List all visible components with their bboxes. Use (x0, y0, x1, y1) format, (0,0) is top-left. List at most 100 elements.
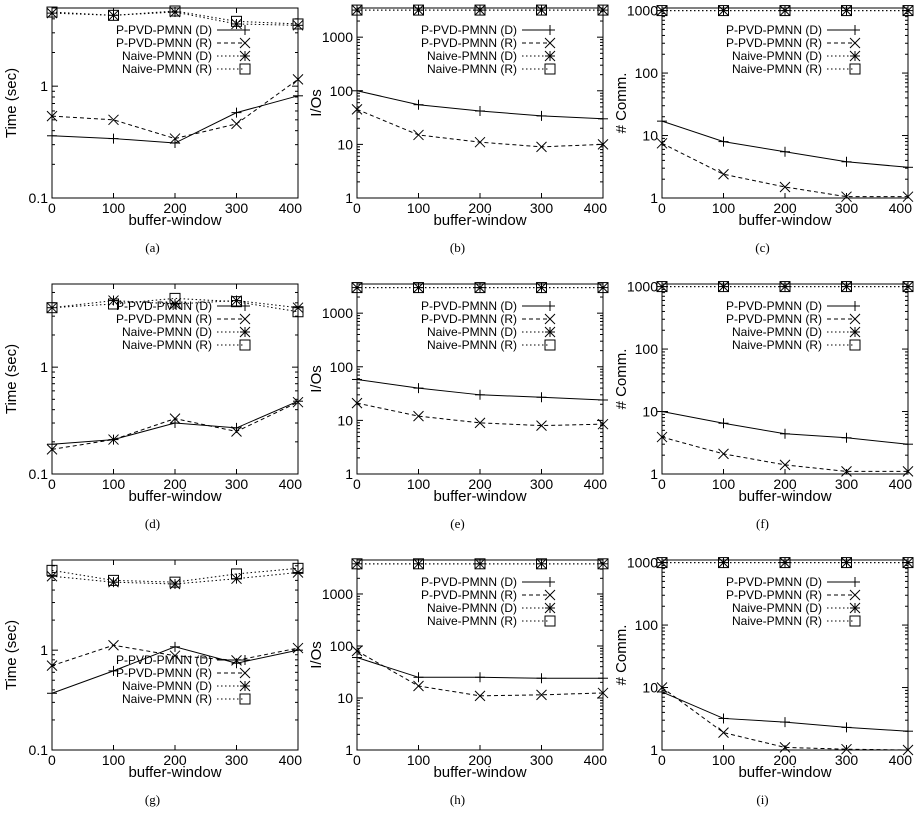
y-tick-label: 1 (650, 466, 658, 482)
data-point (718, 5, 729, 17)
data-point (169, 576, 181, 588)
series-line (51, 78, 299, 140)
legend-marker (544, 37, 556, 49)
legend: P-PVD-PMNN (D)P-PVD-PMNN (R)Naive-PMNN (… (116, 299, 251, 352)
legend-label: Naive-PMNN (R) (732, 338, 822, 352)
data-point (47, 130, 57, 141)
series-2 (351, 645, 609, 702)
x-tick-label: 0 (48, 752, 56, 768)
legend-label: Naive-PMNN (D) (122, 325, 212, 339)
data-point (902, 557, 914, 568)
data-point (47, 688, 57, 699)
data-point (841, 557, 852, 569)
data-point (780, 717, 790, 728)
subfigure-caption: (e) (450, 516, 465, 531)
y-tick-label: 100 (635, 65, 659, 81)
x-tick-label: 200 (468, 200, 492, 216)
legend-marker (545, 577, 555, 587)
data-point (598, 395, 608, 406)
y-axis-label: Time (sec) (3, 344, 20, 414)
subfigure-caption: (h) (449, 792, 466, 807)
data-point (597, 139, 609, 150)
data-point (46, 444, 58, 455)
data-point (108, 9, 119, 21)
x-tick-label: 300 (835, 200, 859, 216)
data-point (231, 107, 242, 118)
subfigure-caption: (a) (145, 240, 160, 255)
series-4 (351, 282, 609, 294)
x-axis-label: buffer-window (433, 212, 526, 229)
data-point (841, 281, 852, 293)
legend-label: P-PVD-PMNN (D) (421, 23, 517, 37)
x-tick-label: 300 (835, 752, 859, 768)
data-point (656, 137, 668, 149)
data-point (474, 282, 486, 293)
x-tick-label: 100 (407, 752, 431, 768)
data-point (108, 133, 119, 144)
x-tick-label: 0 (658, 752, 666, 768)
series-2 (46, 396, 304, 455)
series-2 (656, 682, 914, 756)
legend: P-PVD-PMNN (D)P-PVD-PMNN (R)Naive-PMNN (… (726, 575, 861, 628)
data-point (656, 5, 668, 17)
legend-marker (239, 313, 251, 325)
data-point (351, 4, 363, 16)
legend: P-PVD-PMNN (D)P-PVD-PMNN (R)Naive-PMNN (… (726, 23, 861, 76)
data-point (597, 558, 609, 570)
legend-marker (849, 50, 861, 62)
chart-8: 0 100 200 300 400 1 10 100 1000 buffer-window I/Os… (305, 552, 610, 828)
y-tick-label: 1000 (322, 29, 353, 45)
data-point (536, 141, 547, 153)
legend: P-PVD-PMNN (D)P-PVD-PMNN (R)Naive-PMNN (… (421, 23, 556, 76)
legend-marker (240, 301, 250, 311)
data-point (597, 687, 609, 699)
data-point (536, 110, 547, 121)
series-line (661, 436, 908, 472)
data-point (108, 434, 119, 445)
legend-marker (544, 50, 556, 62)
data-point (718, 281, 729, 293)
data-point (841, 466, 852, 477)
legend-label: P-PVD-PMNN (R) (421, 36, 517, 50)
data-point (46, 6, 58, 18)
series-2 (656, 431, 914, 477)
chart-svg: 0 100 200 300 400 1 10 100 1000 buffer-window I/Os… (308, 4, 609, 229)
data-point (413, 99, 424, 110)
series-1 (657, 116, 913, 173)
data-point (475, 389, 485, 400)
data-point (718, 727, 729, 738)
chart-svg: 0 100 200 300 400 0.1 1 buffer-window Time (sec)… (3, 5, 304, 229)
data-point (657, 686, 667, 697)
data-point (292, 74, 304, 85)
x-tick-label: 300 (225, 752, 249, 768)
data-point (841, 156, 852, 167)
y-tick-label: 1000 (322, 586, 353, 602)
data-point (231, 295, 242, 306)
x-tick-label: 200 (163, 476, 187, 492)
legend-marker (544, 313, 556, 325)
data-point (841, 5, 852, 17)
data-point (169, 650, 181, 662)
chart-svg: 0 100 200 300 400 0.1 1 buffer-window Time (sec)… (3, 283, 304, 505)
legend-marker (544, 326, 556, 338)
data-point (536, 4, 547, 16)
data-point (902, 557, 914, 569)
x-tick-label: 400 (889, 752, 913, 768)
x-tick-label: 300 (530, 476, 554, 492)
legend-label: P-PVD-PMNN (R) (726, 588, 822, 602)
data-point (657, 116, 667, 127)
legend-marker (849, 326, 861, 338)
y-tick-label: 10 (642, 404, 658, 420)
subfigure-caption: (f) (756, 516, 769, 531)
legend: P-PVD-PMNN (D)P-PVD-PMNN (R)Naive-PMNN (… (421, 299, 556, 352)
data-point (292, 302, 304, 314)
x-tick-label: 400 (279, 200, 303, 216)
x-tick-label: 300 (530, 752, 554, 768)
data-point (108, 114, 119, 126)
y-tick-label: 1000 (627, 3, 658, 19)
data-point (780, 428, 790, 439)
y-tick-label: 1 (40, 359, 48, 375)
series-line (51, 300, 299, 309)
series-1 (657, 686, 913, 737)
